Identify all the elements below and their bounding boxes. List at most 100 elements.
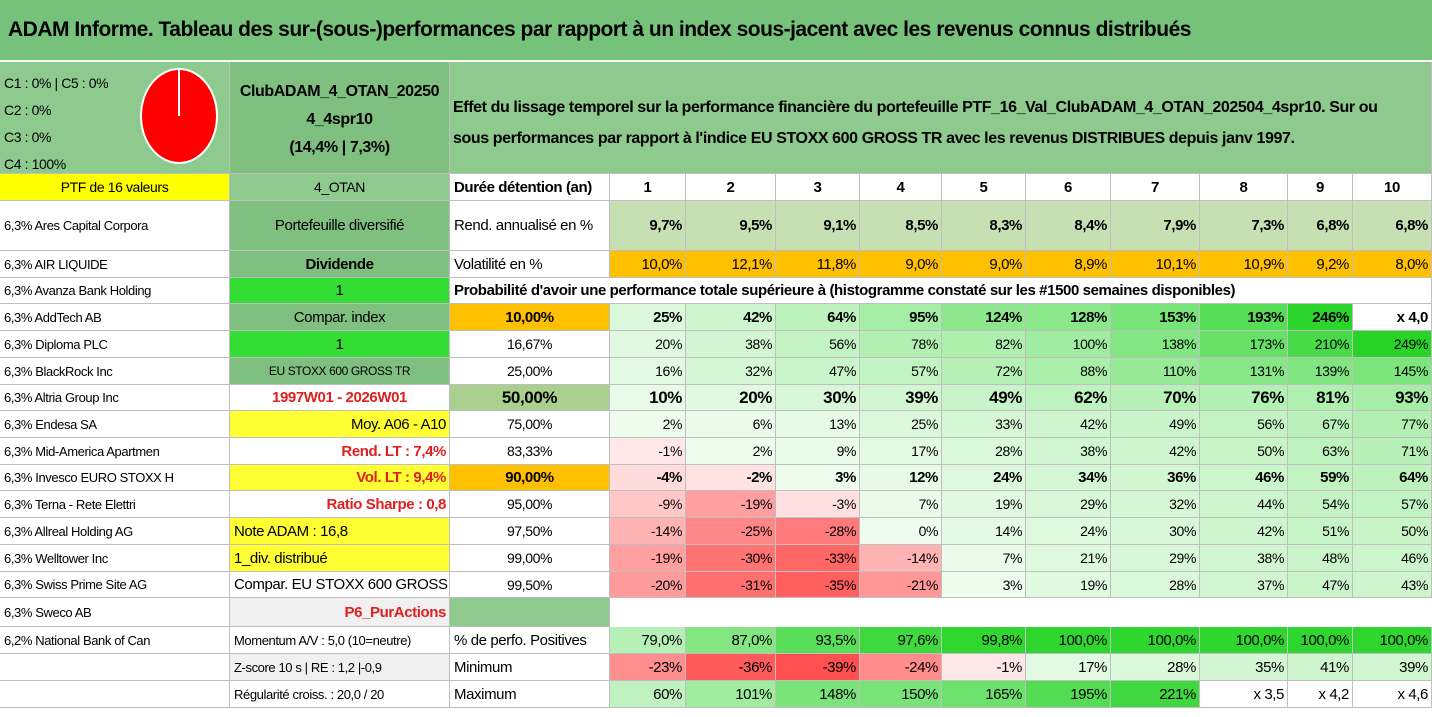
proba-value[interactable]: 67% (1288, 411, 1353, 438)
proba-value[interactable]: 110% (1111, 358, 1200, 385)
proba-value[interactable]: 7% (942, 545, 1026, 572)
proba-value[interactable]: 246% (1288, 304, 1353, 331)
proba-value[interactable]: 9% (776, 438, 860, 465)
holding-row[interactable]: 6,3% Ares Capital Corpora (0, 201, 230, 251)
holding-row[interactable]: 6,3% Terna - Rete Elettri (0, 491, 230, 518)
vol-value[interactable]: 9,0% (942, 251, 1026, 278)
holding-row[interactable]: 6,3% Invesco EURO STOXX H (0, 465, 230, 491)
proba-value[interactable]: 56% (776, 331, 860, 358)
min-label[interactable]: Minimum (450, 654, 610, 681)
proba-value[interactable]: 14% (942, 518, 1026, 545)
rend-value[interactable]: 6,8% (1353, 201, 1432, 251)
holding-row[interactable]: 6,2% National Bank of Can (0, 627, 230, 654)
duree-label[interactable]: Durée détention (an) (450, 174, 610, 201)
proba-value[interactable]: 128% (1026, 304, 1111, 331)
proba-value[interactable]: 64% (776, 304, 860, 331)
proba-value[interactable]: 6% (686, 411, 776, 438)
proba-value[interactable]: 78% (860, 331, 942, 358)
info-cell[interactable]: 1997W01 - 2026W01 (230, 385, 450, 411)
proba-value[interactable]: 28% (1111, 572, 1200, 598)
info-cell[interactable]: Moy. A06 - A10 (230, 411, 450, 438)
proba-value[interactable]: 47% (1288, 572, 1353, 598)
pos-value[interactable]: 93,5% (776, 627, 860, 654)
year-header-10[interactable]: 10 (1353, 174, 1432, 201)
proba-value[interactable]: 25% (860, 411, 942, 438)
year-header-8[interactable]: 8 (1200, 174, 1288, 201)
max-value[interactable]: 148% (776, 681, 860, 708)
pos-label[interactable]: % de perfo. Positives (450, 627, 610, 654)
proba-value[interactable]: 44% (1200, 491, 1288, 518)
year-header-4[interactable]: 4 (860, 174, 942, 201)
year-header-5[interactable]: 5 (942, 174, 1026, 201)
proba-label[interactable]: Probabilité d'avoir une performance tota… (450, 278, 1432, 304)
holding-row[interactable]: 6,3% Endesa SA (0, 411, 230, 438)
min-value[interactable]: -24% (860, 654, 942, 681)
proba-value[interactable]: 46% (1353, 545, 1432, 572)
holding-row[interactable]: 6,3% Allreal Holding AG (0, 518, 230, 545)
proba-value[interactable]: 47% (776, 358, 860, 385)
proba-value[interactable]: -19% (686, 491, 776, 518)
rend-value[interactable]: 8,5% (860, 201, 942, 251)
rend-value[interactable]: 9,5% (686, 201, 776, 251)
proba-value[interactable]: 193% (1200, 304, 1288, 331)
year-header-3[interactable]: 3 (776, 174, 860, 201)
proba-value[interactable]: -21% (860, 572, 942, 598)
proba-value[interactable]: 43% (1353, 572, 1432, 598)
proba-value[interactable]: 19% (942, 491, 1026, 518)
proba-value[interactable]: 95% (860, 304, 942, 331)
proba-value[interactable]: 21% (1026, 545, 1111, 572)
info-cell[interactable]: 1 (230, 331, 450, 358)
max-value[interactable]: 221% (1111, 681, 1200, 708)
holding-row[interactable] (0, 654, 230, 681)
info-cell[interactable]: Momentum A/V : 5,0 (10=neutre) (230, 627, 450, 654)
proba-value[interactable]: 50% (1200, 438, 1288, 465)
vol-value[interactable]: 9,0% (860, 251, 942, 278)
rend-value[interactable]: 7,3% (1200, 201, 1288, 251)
proba-value[interactable]: 93% (1353, 385, 1432, 411)
proba-value[interactable]: -14% (860, 545, 942, 572)
proba-value[interactable]: 139% (1288, 358, 1353, 385)
vol-value[interactable]: 10,9% (1200, 251, 1288, 278)
proba-value[interactable]: -4% (610, 465, 686, 491)
info-cell[interactable]: Régularité croiss. : 20,0 / 20 (230, 681, 450, 708)
min-value[interactable]: 28% (1111, 654, 1200, 681)
proba-value[interactable]: 2% (610, 411, 686, 438)
proba-value[interactable]: 2% (686, 438, 776, 465)
proba-value[interactable]: 49% (1111, 411, 1200, 438)
vol-label[interactable]: Volatilité en % (450, 251, 610, 278)
proba-value[interactable]: 20% (686, 385, 776, 411)
holding-row[interactable]: 6,3% BlackRock Inc (0, 358, 230, 385)
proba-percent[interactable]: 10,00% (450, 304, 610, 331)
pos-value[interactable]: 97,6% (860, 627, 942, 654)
min-value[interactable]: 41% (1288, 654, 1353, 681)
proba-percent[interactable]: 75,00% (450, 411, 610, 438)
proba-value[interactable]: -28% (776, 518, 860, 545)
info-cell[interactable]: Dividende (230, 251, 450, 278)
proba-value[interactable]: -14% (610, 518, 686, 545)
rend-value[interactable]: 6,8% (1288, 201, 1353, 251)
proba-value[interactable]: 57% (1353, 491, 1432, 518)
proba-value[interactable]: 25% (610, 304, 686, 331)
info-cell[interactable]: Z-score 10 s | RE : 1,2 |-0,9 (230, 654, 450, 681)
max-value[interactable]: x 4,2 (1288, 681, 1353, 708)
proba-value[interactable]: 51% (1288, 518, 1353, 545)
proba-value[interactable]: -2% (686, 465, 776, 491)
info-cell[interactable]: Portefeuille diversifié (230, 201, 450, 251)
proba-value[interactable]: 88% (1026, 358, 1111, 385)
proba-value[interactable]: -9% (610, 491, 686, 518)
proba-value[interactable]: 131% (1200, 358, 1288, 385)
vol-value[interactable]: 11,8% (776, 251, 860, 278)
proba-value[interactable]: 42% (686, 304, 776, 331)
pos-value[interactable]: 100,0% (1026, 627, 1111, 654)
proba-value[interactable]: 19% (1026, 572, 1111, 598)
proba-value[interactable]: -35% (776, 572, 860, 598)
vol-value[interactable]: 10,0% (610, 251, 686, 278)
proba-percent[interactable]: 90,00% (450, 465, 610, 491)
proba-value[interactable]: 29% (1111, 545, 1200, 572)
proba-value[interactable]: 72% (942, 358, 1026, 385)
proba-value[interactable]: 46% (1200, 465, 1288, 491)
proba-value[interactable]: 7% (860, 491, 942, 518)
rend-value[interactable]: 9,1% (776, 201, 860, 251)
info-cell[interactable]: EU STOXX 600 GROSS TR (230, 358, 450, 385)
holding-row[interactable]: 6,3% Sweco AB (0, 598, 230, 627)
